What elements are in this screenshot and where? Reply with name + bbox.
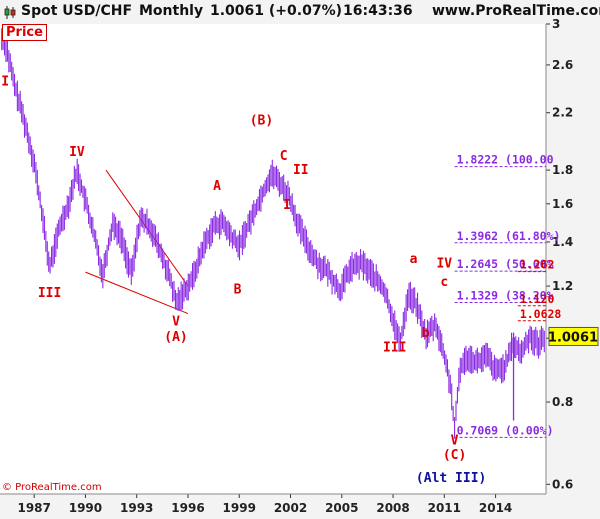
target-level-label: 1.262 — [520, 258, 555, 272]
last-quote: 1.0061 (+0.07%) — [210, 3, 342, 19]
x-tick-label: 1999 — [223, 501, 256, 515]
wave-label: (C) — [443, 448, 466, 463]
fib-level-label: 1.3962 (61.80%) — [457, 229, 561, 243]
price-axis-title: Price — [2, 24, 47, 41]
wave-label: (A) — [164, 330, 187, 345]
period-label: Monthly — [139, 3, 204, 19]
wave-label: III — [383, 340, 406, 355]
wave-label: B — [234, 282, 242, 297]
x-tick-label: 2011 — [428, 501, 461, 515]
y-tick-label: 1.2 — [552, 279, 573, 293]
last-price-marker — [548, 326, 599, 346]
wave-label: V — [172, 315, 180, 330]
y-tick-label: 1.4 — [552, 235, 573, 249]
wave-label: V — [451, 433, 459, 448]
y-tick-label: 2.6 — [552, 58, 573, 72]
y-tick-label: 1.8 — [552, 163, 573, 177]
site-link[interactable]: www.ProRealTime.com — [432, 3, 600, 19]
instrument-title: Spot USD/CHF — [21, 3, 133, 19]
candlestick-icon — [4, 6, 16, 23]
wave-label: b — [422, 326, 430, 341]
wave-label: II — [293, 163, 309, 178]
wave-label: C — [280, 149, 288, 164]
wave-label: a — [410, 252, 418, 267]
x-tick-label: 1996 — [171, 501, 204, 515]
x-tick-label: 1993 — [120, 501, 153, 515]
wave-label: III — [38, 286, 61, 301]
wave-label: (Alt III) — [416, 471, 486, 486]
x-tick-label: 1990 — [69, 501, 102, 515]
wave-label: c — [440, 275, 448, 290]
quote-time: 16:43:36 — [343, 3, 413, 19]
x-tick-label: 2014 — [479, 501, 512, 515]
y-tick-label: 0.8 — [552, 395, 573, 409]
x-tick-label: 2002 — [274, 501, 307, 515]
fib-level-label: 1.2645 (50.00% — [457, 257, 554, 271]
y-tick-label: 2.2 — [552, 106, 573, 120]
wave-label: I — [1, 74, 9, 89]
target-level-label: 1.0628 — [520, 307, 562, 321]
x-tick-label: 2008 — [376, 501, 409, 515]
y-tick-label: 0.6 — [552, 477, 573, 491]
x-tick-label: 2005 — [325, 501, 358, 515]
wave-label: IV — [69, 145, 85, 160]
wave-label: I — [283, 198, 291, 213]
target-level-label: 1.120 — [520, 292, 555, 306]
wave-label: IV — [436, 257, 452, 272]
fib-level-label: 0.7069 (0.00%) — [457, 423, 554, 437]
last-price-label: 1.0061 — [548, 330, 598, 345]
fib-level-label: 1.8222 (100.00 — [457, 153, 554, 167]
wave-label: A — [213, 179, 221, 194]
y-tick-label: 3 — [552, 17, 560, 31]
plot-area[interactable] — [0, 24, 546, 494]
wave-label: (B) — [250, 114, 273, 129]
x-tick-label: 1987 — [17, 501, 50, 515]
y-tick-label: 1.6 — [552, 197, 573, 211]
chart-header: Spot USD/CHF Monthly 1.0061 (+0.07%) 16:… — [0, 0, 600, 24]
copyright-notice: © ProRealTime.com — [2, 482, 102, 493]
fib-level-label: 1.1329 (38.20% — [457, 289, 554, 303]
